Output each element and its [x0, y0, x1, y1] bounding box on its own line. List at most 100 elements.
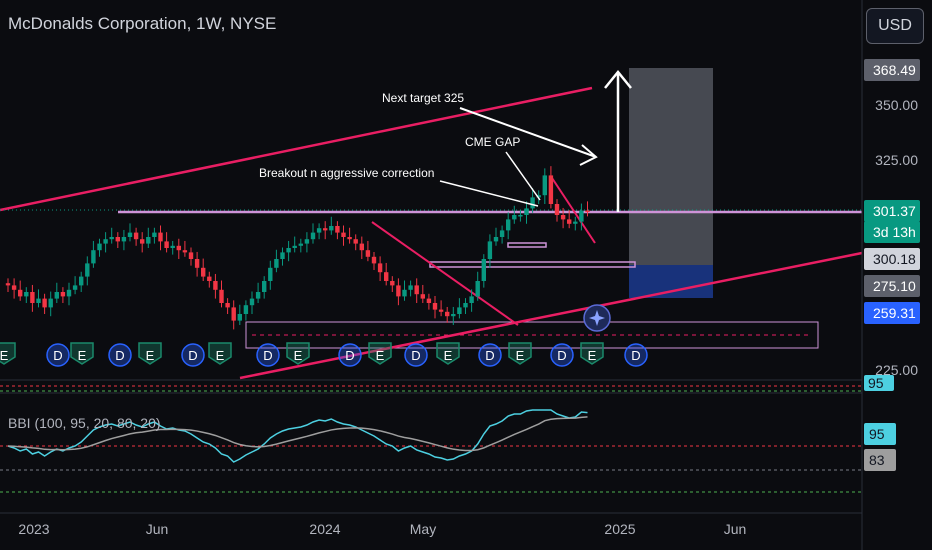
candle-body: [530, 197, 535, 209]
candle-body: [426, 298, 432, 303]
cme-gap-box: [507, 242, 547, 248]
breakout-annotation: Breakout n aggressive correction: [259, 166, 434, 180]
indicator-badge-text: 95: [868, 375, 884, 391]
candle-body: [249, 298, 255, 306]
marker-letter: E: [444, 348, 453, 363]
candle-body: [237, 314, 242, 321]
candle-body: [30, 292, 35, 303]
candle-body: [127, 232, 133, 237]
candle-body: [158, 232, 163, 242]
candle-body: [481, 259, 486, 281]
candle-body: [91, 250, 96, 264]
candle-body: [560, 215, 566, 220]
target-arrow-line: [459, 107, 597, 158]
marker-letter: E: [376, 348, 385, 363]
marker-letter: E: [516, 348, 525, 363]
candle-body: [164, 241, 169, 248]
candle-body: [365, 250, 371, 257]
dividend-marker: D: [550, 343, 574, 367]
next-target-annotation: Next target 325: [382, 91, 464, 105]
candle-body: [219, 289, 224, 303]
candle-body: [457, 307, 462, 314]
time-label: 2024: [309, 521, 340, 537]
dividend-marker: D: [181, 343, 205, 367]
ai-sparkle-button[interactable]: [583, 304, 611, 332]
candle-body: [536, 195, 541, 198]
candle-body: [377, 263, 383, 273]
candle-body: [207, 276, 212, 281]
target-zone: [629, 68, 713, 265]
time-axis: 2023 Jun 2024 May 2025 Jun: [0, 512, 862, 537]
oscillator-line: [7, 409, 588, 463]
candle-body: [414, 285, 419, 295]
dividend-marker: D: [46, 343, 70, 367]
price-badge-text: 275.10: [873, 278, 916, 294]
chart-title: McDonalds Corporation, 1W, NYSE: [8, 14, 277, 33]
dividend-marker: D: [478, 343, 502, 367]
time-label: Jun: [146, 521, 169, 537]
candle-body: [72, 285, 78, 290]
candle-body: [487, 241, 493, 259]
candle-body: [298, 243, 303, 246]
candle-body: [420, 294, 425, 299]
price-tick: 225.00: [875, 362, 918, 378]
earnings-marker: E: [286, 342, 310, 365]
candle-body: [463, 303, 468, 308]
marker-letter: D: [188, 348, 197, 363]
marker-letter: E: [0, 348, 9, 363]
oscillator-pane: [0, 379, 862, 493]
annotation-zones: [245, 68, 819, 349]
dividend-marker-shape: [338, 343, 362, 367]
indicator-badge-text: 83: [869, 452, 885, 468]
candle-body: [213, 281, 218, 290]
earnings-marker: E: [208, 342, 232, 365]
price-badge-bg: [864, 275, 920, 297]
candle-body: [79, 276, 84, 286]
candle-body: [451, 314, 456, 317]
candle-body: [585, 210, 590, 213]
candle-body: [292, 245, 297, 248]
candle-body: [133, 232, 139, 240]
candle-body: [146, 237, 151, 244]
indicator-badge: 95: [864, 423, 896, 445]
dividend-marker-shape: [181, 343, 205, 367]
candle-body: [567, 219, 572, 224]
candle-body: [402, 289, 407, 297]
trendlines: [0, 86, 863, 380]
indicator-badge-text: 95: [869, 426, 885, 442]
earnings-marker-shape: [580, 342, 604, 365]
marker-letter: E: [78, 348, 87, 363]
earnings-marker: E: [70, 342, 94, 365]
earnings-marker-shape: [208, 342, 232, 365]
currency-button[interactable]: USD: [866, 8, 924, 44]
dividend-marker-shape: [108, 343, 132, 367]
indicator-badge-bg: [864, 423, 896, 445]
gap-box: [429, 261, 636, 268]
price-badge-text: 301.37: [873, 203, 916, 219]
price-badge-bg: [864, 302, 920, 324]
earnings-marker: E: [0, 342, 16, 365]
price-badge: 368.49: [864, 59, 920, 81]
candle-body: [274, 259, 279, 268]
candle-body: [24, 292, 29, 297]
sparkle-icon: [589, 310, 605, 326]
candle-body: [225, 303, 230, 308]
candles: [5, 166, 590, 330]
candle-body: [579, 210, 584, 222]
marker-letter: D: [557, 348, 566, 363]
candle-body: [255, 292, 261, 299]
dividend-marker-shape: [46, 343, 70, 367]
price-axis: 350.00 325.00 225.00 368.49 301.37 3d 13h 300.…: [861, 0, 932, 550]
candle-body: [542, 175, 547, 196]
dividend-marker-shape: [404, 343, 428, 367]
candle-body: [262, 281, 267, 292]
marker-letter: D: [115, 348, 124, 363]
price-badge: 301.37: [864, 200, 920, 222]
indicator-badge-bg: [864, 449, 896, 471]
candle-body: [445, 311, 450, 317]
time-label: Jun: [724, 521, 747, 537]
candle-body: [469, 296, 474, 303]
dividend-marker: D: [338, 343, 362, 367]
price-badge-bg: [864, 221, 920, 243]
